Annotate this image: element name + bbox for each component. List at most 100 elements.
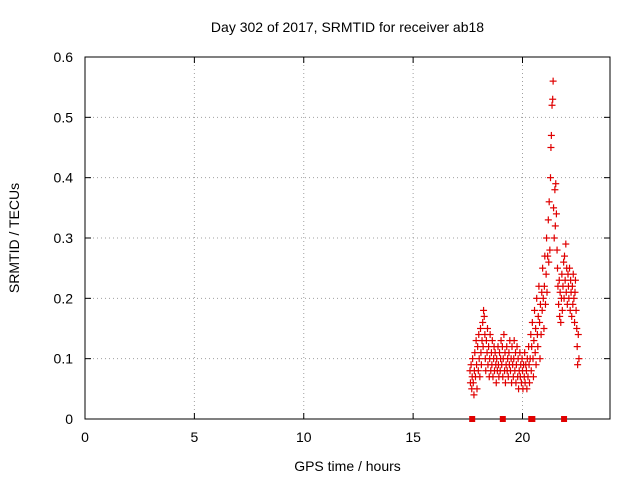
- data-point: [558, 270, 566, 278]
- data-point: [470, 391, 478, 399]
- baseline-marker: [499, 416, 506, 422]
- data-point: [568, 282, 576, 290]
- chart-title: Day 302 of 2017, SRMTID for receiver ab1…: [211, 19, 484, 35]
- data-point: [562, 240, 570, 248]
- data-point: [571, 318, 579, 326]
- data-point: [474, 367, 482, 375]
- y-tick-label: 0.3: [54, 230, 74, 246]
- data-point: [560, 258, 568, 266]
- data-point: [540, 282, 548, 290]
- data-point: [525, 361, 533, 369]
- y-tick-label: 0.5: [54, 109, 74, 125]
- data-point: [526, 379, 533, 387]
- data-point: [473, 385, 481, 393]
- data-point: [569, 270, 577, 278]
- data-point: [527, 331, 535, 339]
- data-point: [513, 343, 521, 351]
- data-point: [561, 252, 568, 260]
- data-point: [550, 204, 558, 212]
- data-point: [545, 198, 553, 206]
- data-point: [471, 349, 479, 357]
- plot-frame: [84, 56, 611, 420]
- data-point: [480, 312, 488, 320]
- data-point: [556, 288, 564, 296]
- data-point: [477, 325, 484, 332]
- data-point: [547, 131, 555, 139]
- data-point: [532, 325, 540, 332]
- data-point: [549, 77, 557, 85]
- data-point: [553, 246, 561, 254]
- data-point: [529, 373, 537, 381]
- x-tick-label: 5: [190, 429, 198, 445]
- data-point: [548, 101, 556, 109]
- data-point: [544, 252, 552, 260]
- y-tick-label: 0: [65, 411, 73, 427]
- data-point: [549, 95, 557, 103]
- data-point: [551, 222, 559, 230]
- data-point: [482, 337, 490, 345]
- data-point: [541, 300, 549, 308]
- data-point: [527, 367, 535, 375]
- data-point: [477, 361, 485, 369]
- y-tick-label: 0.4: [54, 170, 74, 186]
- y-tick-label: 0.6: [54, 49, 74, 65]
- y-tick-label: 0.1: [54, 351, 74, 367]
- data-point: [477, 349, 485, 357]
- baseline-marker: [529, 416, 536, 422]
- data-point: [552, 180, 560, 188]
- data-point: [538, 306, 546, 314]
- data-point: [545, 258, 553, 266]
- data-point: [523, 385, 531, 393]
- x-tick-label: 15: [405, 429, 421, 445]
- data-point: [475, 355, 483, 363]
- data-point: [536, 355, 544, 363]
- y-axis-label: SRMTID / TECUs: [6, 183, 22, 293]
- data-point: [486, 331, 494, 339]
- data-points: [466, 77, 583, 422]
- data-point: [529, 355, 537, 363]
- data-point: [497, 337, 505, 345]
- baseline-marker: [469, 416, 476, 422]
- data-point: [551, 186, 559, 194]
- data-point: [500, 331, 508, 339]
- data-point: [568, 312, 576, 320]
- data-point: [469, 379, 477, 387]
- data-point: [489, 373, 497, 381]
- data-point: [543, 234, 551, 242]
- data-point: [528, 343, 536, 351]
- data-point: [547, 144, 555, 151]
- data-point: [555, 300, 563, 308]
- data-point: [533, 294, 541, 302]
- data-point: [534, 312, 542, 320]
- data-point: [542, 270, 550, 278]
- data-point: [475, 331, 483, 339]
- data-point: [556, 312, 564, 320]
- data-point: [554, 264, 561, 272]
- data-point: [546, 246, 554, 254]
- data-point: [532, 361, 540, 369]
- grid-lines: [85, 57, 610, 419]
- data-point: [476, 373, 484, 381]
- data-point: [479, 318, 487, 326]
- data-point: [531, 349, 539, 357]
- data-point: [531, 306, 539, 314]
- data-point: [537, 331, 545, 339]
- data-point: [488, 337, 496, 345]
- data-point: [555, 276, 563, 284]
- data-point: [552, 210, 560, 218]
- x-tick-label: 20: [515, 429, 531, 445]
- data-point: [543, 288, 551, 296]
- data-point: [539, 264, 547, 272]
- data-point: [539, 294, 547, 302]
- data-point: [534, 343, 542, 351]
- data-point: [558, 306, 566, 314]
- data-point: [557, 318, 565, 326]
- data-point: [480, 306, 488, 314]
- data-point: [547, 174, 554, 182]
- data-point: [540, 325, 548, 332]
- data-point: [566, 306, 574, 314]
- x-axis-label: GPS time / hours: [294, 458, 401, 474]
- data-point: [501, 379, 509, 387]
- data-point: [472, 337, 480, 345]
